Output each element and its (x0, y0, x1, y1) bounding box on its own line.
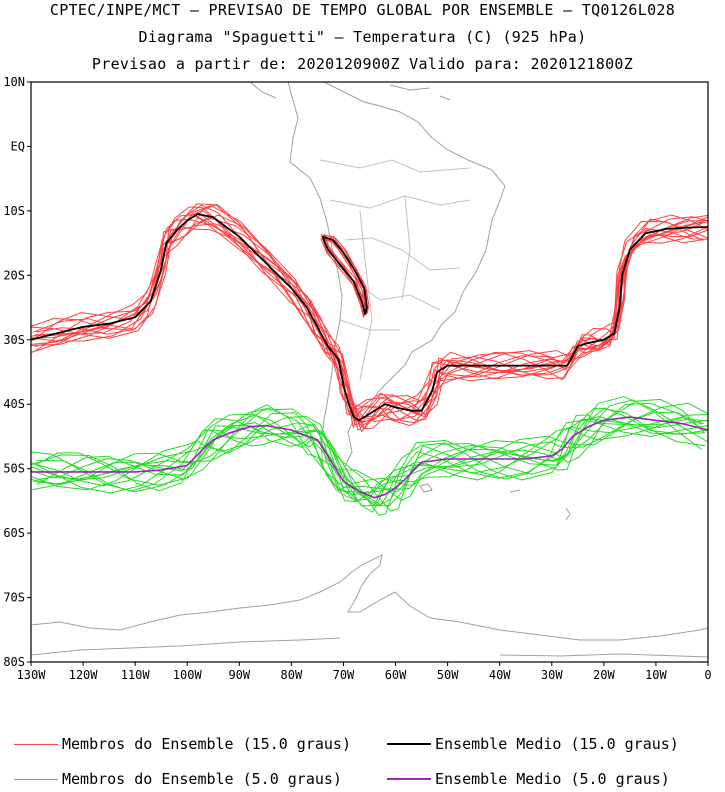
title-line-3: Previsao a partir de: 2020120900Z Valido… (91, 55, 634, 73)
lat-tick-label: 60S (3, 526, 25, 540)
ensemble-member-5-line (36, 416, 708, 512)
legend-members-15: Membros do Ensemble (15.0 graus) (14, 735, 351, 753)
ensemble-member-15-line (31, 214, 708, 432)
legend-label-members-5: Membros do Ensemble (5.0 graus) (62, 770, 342, 788)
lat-tick-label: 10S (3, 204, 25, 218)
lon-tick-label: 40W (489, 668, 511, 682)
lat-tick-label: 70S (3, 591, 25, 605)
ensemble-member-5-line (36, 413, 708, 507)
ensemble-member-15-line (35, 210, 708, 428)
lon-tick-label: 30W (541, 668, 563, 682)
lon-tick-label: 60W (385, 668, 407, 682)
antarctica-coastline (31, 554, 708, 641)
lon-tick-label: 110W (121, 668, 151, 682)
ensemble-mean-5-line (31, 416, 708, 499)
lon-tick-label: 50W (437, 668, 459, 682)
ensemble-member-15-line (31, 214, 705, 424)
ensemble-member-15-line (31, 223, 707, 429)
lon-tick-label: 10W (645, 668, 667, 682)
lat-tick-label: 20S (3, 268, 25, 282)
lat-tick-label: 10N (3, 75, 25, 89)
caribbean-coastline (249, 82, 451, 101)
legend-mean-15: Ensemble Medio (15.0 graus) (387, 735, 679, 753)
ensemble-mean-15-line (31, 213, 708, 422)
ensemble-member-5-line (31, 411, 703, 495)
lat-tick-label: 40S (3, 397, 25, 411)
legend-label-mean-15: Ensemble Medio (15.0 graus) (435, 735, 679, 753)
country-borders (319, 159, 471, 381)
ensemble-member-15-loop-line (320, 233, 370, 315)
lon-tick-label: 90W (228, 668, 250, 682)
lon-tick-label: 70W (333, 668, 355, 682)
longitude-axis: 130W 120W 110W 100W 90W 80W 70W 60W 50W 40W 30W 20W… (17, 662, 712, 682)
lat-tick-label: EQ (11, 139, 25, 153)
latitude-axis: 10N EQ 10S 20S 30S 40S 50S 60S 70S 80S (3, 75, 31, 669)
lon-tick-label: 20W (593, 668, 615, 682)
ensemble-member-5-line (37, 396, 708, 493)
lon-tick-label: 100W (173, 668, 203, 682)
legend-mean-5: Ensemble Medio (5.0 graus) (387, 770, 670, 788)
falklands-coastline (419, 483, 433, 493)
lat-tick-label: 30S (3, 333, 25, 347)
lon-tick-label: 0 (704, 668, 711, 682)
lat-tick-label: 80S (3, 655, 25, 669)
ensemble-member-15-line (31, 218, 703, 422)
legend-label-mean-5: Ensemble Medio (5.0 graus) (435, 770, 670, 788)
lon-tick-label: 120W (69, 668, 99, 682)
ensemble-member-5-line (31, 398, 706, 502)
ensemble-member-15-line (31, 204, 708, 431)
ensemble-member-5-line (31, 418, 708, 513)
antarctica-inner-coastline (31, 637, 708, 658)
lon-tick-label: 130W (17, 668, 47, 682)
contour-layer (31, 203, 708, 516)
legend-swatch-mean-15 (387, 743, 431, 745)
title-line-1: CPTEC/INPE/MCT — PREVISAO DE TEMPO GLOBA… (49, 1, 676, 19)
legend-swatch-mean-5 (387, 778, 431, 780)
ensemble-mean-15-loop-line (321, 235, 368, 315)
lon-tick-label: 80W (281, 668, 303, 682)
legend-label-members-15: Membros do Ensemble (15.0 graus) (62, 735, 351, 753)
legend-members-5: Membros do Ensemble (5.0 graus) (14, 770, 342, 788)
legend-swatch-members-15 (14, 743, 58, 745)
ensemble-member-5-line (33, 402, 707, 493)
lat-tick-label: 50S (3, 462, 25, 476)
legend-swatch-members-5 (14, 778, 58, 780)
ensemble-member-5-line (31, 416, 704, 502)
title-line-2: Diagrama "Spaguetti" — Temperatura (C) (… (138, 28, 587, 46)
plot-frame (30, 81, 709, 663)
south-georgia-coastline (509, 489, 571, 521)
